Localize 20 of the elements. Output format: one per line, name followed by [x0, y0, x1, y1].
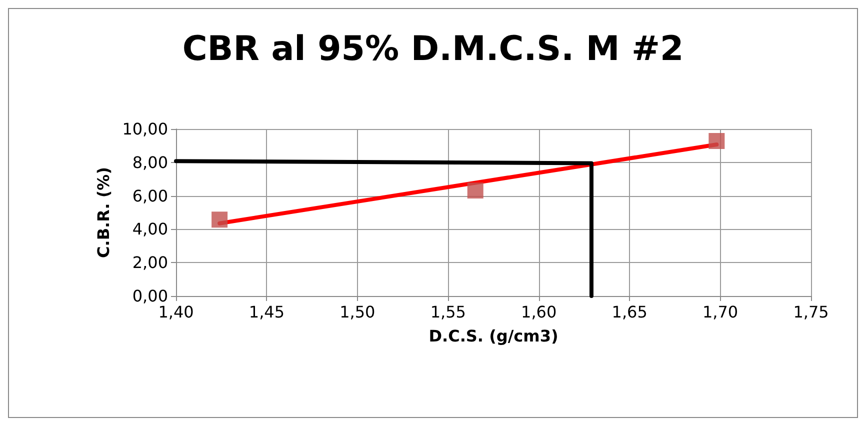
y-tick-label: 8,00	[132, 152, 168, 172]
y-tick-label: 0,00	[132, 286, 168, 306]
x-tick-label: 1,60	[521, 302, 557, 322]
y-axis-title: C.B.R. (%)	[94, 166, 113, 258]
point	[708, 133, 725, 150]
y-tick-label: 2,00	[132, 253, 168, 272]
point	[467, 182, 484, 198]
x-tick-label: 1,65	[612, 302, 648, 322]
x-tick-label: 1,45	[248, 302, 285, 322]
x-tick-label: 1,55	[430, 302, 466, 322]
x-tick-label: 1,40	[158, 302, 194, 322]
y-tick-label: 6,00	[132, 186, 168, 206]
point	[212, 212, 228, 228]
y-tick-label: 10,00	[122, 120, 168, 138]
x-tick-label: 1,70	[702, 302, 738, 322]
x-tick-label: 1,75	[793, 302, 829, 322]
x-axis-title: D.C.S. (g/cm3)	[428, 326, 558, 346]
chart-title: CBR al 95% D.M.C.S. M #2	[182, 29, 684, 69]
x-tick-label: 1,50	[340, 302, 376, 322]
y-tick-label: 4,00	[132, 220, 168, 239]
